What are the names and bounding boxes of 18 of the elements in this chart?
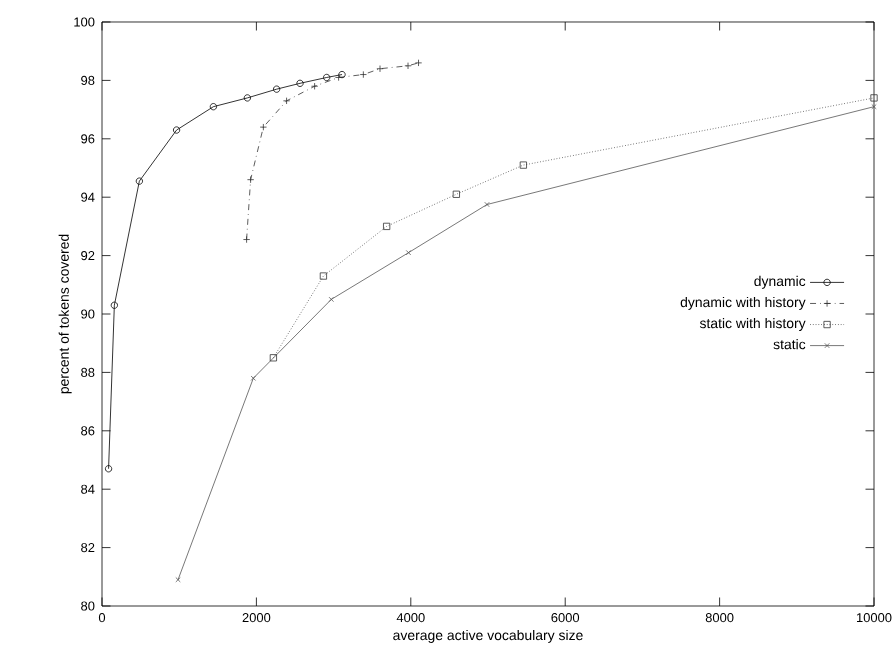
point	[405, 250, 412, 256]
point	[243, 94, 251, 102]
point	[519, 161, 527, 169]
point	[273, 85, 281, 93]
point	[296, 79, 304, 87]
point	[269, 354, 277, 362]
point	[135, 177, 143, 185]
point	[319, 272, 327, 280]
point	[172, 126, 181, 134]
point	[110, 301, 118, 309]
point	[452, 190, 460, 198]
point	[323, 73, 331, 82]
point	[383, 222, 391, 230]
point	[209, 103, 217, 111]
point	[870, 94, 878, 102]
point	[250, 375, 256, 381]
point	[484, 201, 490, 208]
point	[328, 296, 334, 303]
